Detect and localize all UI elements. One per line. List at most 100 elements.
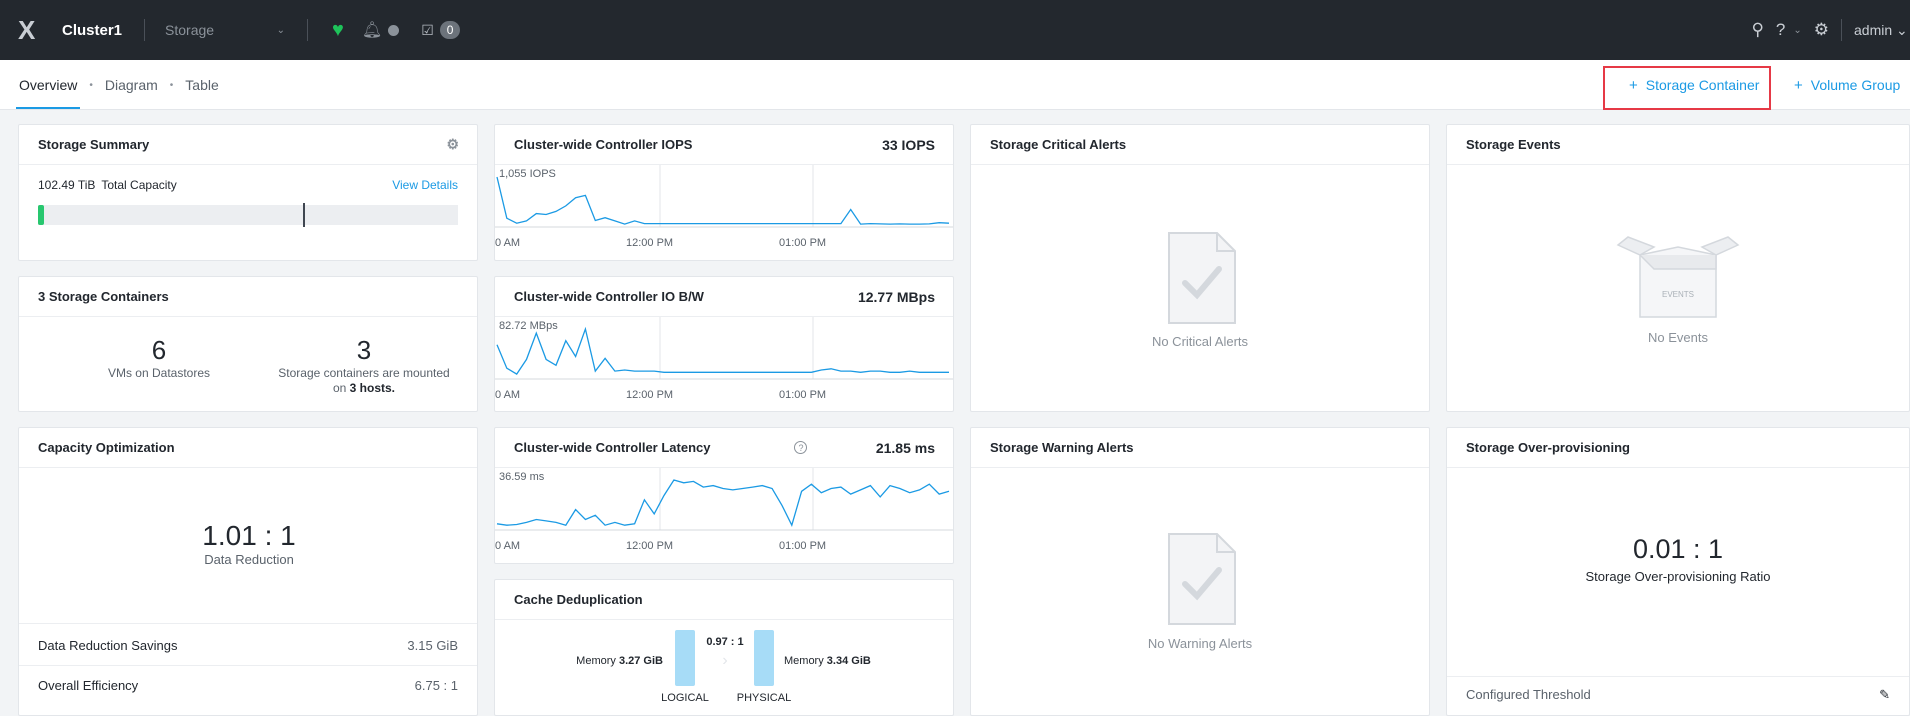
warning-alerts-card: Storage Warning Alerts No Warning Alerts — [970, 427, 1430, 716]
data-reduction-ratio: 1.01 : 1 — [202, 520, 296, 551]
critical-alerts-card: Storage Critical Alerts No Critical Aler… — [970, 124, 1430, 412]
empty-events-box-icon — [1616, 236, 1740, 318]
physical-bar — [754, 630, 774, 686]
storage-events-card: Storage Events EVENTS No Events — [1446, 124, 1910, 412]
card-header: Cache Deduplication — [495, 580, 953, 620]
card-header: Capacity Optimization — [19, 428, 477, 468]
mounted-on-label: on — [332, 381, 347, 395]
bandwidth-line-chart[interactable]: 82.72 MBps 0 AM 12:00 PM 01:00 PM — [495, 317, 953, 412]
logical-memory: Memory 3.27 GiB — [573, 655, 663, 667]
logical-bar — [675, 630, 695, 686]
chart-tick-label: 0 AM — [495, 237, 520, 249]
empty-state-text: No Critical Alerts — [1151, 334, 1249, 349]
physical-label: PHYSICAL — [736, 692, 792, 704]
iops-line-chart[interactable]: 1,055 IOPS 0 AM 12:00 PM 01:00 PM — [495, 165, 953, 261]
divider — [307, 19, 309, 41]
physical-memory-value: 3.34 GiB — [826, 655, 871, 667]
latency-line-chart[interactable]: 36.59 ms 0 AM 12:00 PM 01:00 PM — [495, 468, 953, 564]
logical-label: LOGICAL — [661, 692, 709, 704]
gear-icon[interactable]: ⚙ — [446, 136, 459, 152]
mounted-hosts-line: on 3 hosts. — [264, 381, 464, 396]
over-provisioning-card: Storage Over-provisioning 0.01 : 1 Stora… — [1446, 427, 1910, 716]
plus-icon: + — [1629, 76, 1638, 94]
help-icon[interactable]: ? — [794, 441, 808, 454]
tab-diagram[interactable]: Diagram — [104, 77, 158, 93]
empty-state-text: No Warning Alerts — [1147, 636, 1253, 651]
data-reduction-savings-row: Data Reduction Savings 3.15 GiB — [38, 638, 458, 653]
cache-deduplication-card: Cache Deduplication Memory 3.27 GiB LOGI… — [494, 579, 954, 716]
physical-memory-label: Memory — [784, 655, 824, 667]
cluster-name[interactable]: Cluster1 — [62, 21, 123, 39]
gear-icon[interactable]: ⚙ — [1813, 20, 1829, 39]
over-provisioning-ratio: 0.01 : 1 — [1632, 534, 1724, 564]
current-bandwidth: 12.77 MBps — [857, 288, 935, 305]
health-heart-icon[interactable]: ♥ — [332, 18, 344, 41]
data-reduction-label: Data Reduction — [204, 552, 294, 567]
task-count-badge[interactable]: 0 — [439, 21, 461, 39]
add-storage-container-button[interactable]: + Storage Container — [1629, 60, 1759, 110]
card-header: 3 Storage Containers — [19, 277, 477, 317]
highlight-annotation-box — [1603, 66, 1771, 110]
over-provisioning-label: Storage Over-provisioning Ratio — [1585, 569, 1771, 584]
help-icon[interactable]: ? — [1775, 20, 1786, 39]
divider — [19, 665, 477, 666]
plus-icon: + — [1794, 76, 1803, 94]
card-title[interactable]: Storage Warning Alerts — [990, 440, 1134, 455]
card-header: Cluster-wide Controller IOPS 33 IOPS — [495, 125, 953, 165]
logical-memory-value: 3.27 GiB — [618, 655, 663, 667]
top-bar: X Cluster1 Storage ⌄ ♥ 🔔︎ ☑ 0 ⚲ ? ⌄ ⚙ ad… — [0, 0, 1910, 60]
capacity-bar — [38, 203, 458, 227]
controller-latency-card: Cluster-wide Controller Latency ? 21.85 … — [494, 427, 954, 564]
chart-series-line[interactable] — [496, 176, 950, 225]
chart-peak-label: 1,055 IOPS — [499, 168, 556, 180]
tab-separator: • — [89, 79, 93, 91]
chart-peak-label: 36.59 ms — [499, 471, 545, 483]
add-volume-group-button[interactable]: + Volume Group — [1794, 60, 1900, 110]
tasks-clipboard-icon[interactable]: ☑ — [421, 21, 434, 38]
overall-efficiency-row: Overall Efficiency 6.75 : 1 — [38, 678, 458, 693]
chevron-down-icon[interactable]: ⌄ — [1793, 24, 1802, 36]
alerts-bell-icon[interactable]: 🔔︎ — [361, 22, 383, 39]
vms-count: 6 — [151, 335, 167, 365]
chart-tick-label: 0 AM — [495, 389, 520, 401]
user-menu[interactable]: admin ⌄ — [1854, 21, 1908, 38]
configured-threshold-row: Configured Threshold ✎ — [1466, 687, 1890, 703]
add-volume-group-label: Volume Group — [1810, 77, 1901, 93]
tab-overview[interactable]: Overview — [15, 77, 81, 109]
view-details-link[interactable]: View Details — [392, 178, 458, 192]
row-value: 6.75 : 1 — [414, 678, 458, 693]
configured-threshold-label: Configured Threshold — [1466, 687, 1591, 702]
nutanix-logo-icon[interactable]: X — [18, 14, 36, 45]
chart-tick-label: 01:00 PM — [779, 237, 826, 249]
card-header: Cluster-wide Controller Latency ? 21.85 … — [495, 428, 953, 468]
search-icon[interactable]: ⚲ — [1751, 20, 1764, 39]
card-title[interactable]: 3 Storage Containers — [38, 289, 169, 304]
alert-status-dot[interactable] — [388, 24, 400, 36]
tab-table[interactable]: Table — [185, 77, 219, 93]
row-label: Overall Efficiency — [38, 678, 139, 693]
chart-series-line[interactable] — [496, 479, 950, 527]
chart-tick-label: 0 AM — [495, 540, 520, 552]
empty-document-icon — [1168, 232, 1236, 324]
card-title[interactable]: Storage Critical Alerts — [990, 137, 1127, 152]
chevron-down-icon: ⌄ — [276, 25, 286, 36]
capacity-optimization-card: Capacity Optimization 1.01 : 1 Data Redu… — [18, 427, 478, 716]
controller-iops-card: Cluster-wide Controller IOPS 33 IOPS 1,0… — [494, 124, 954, 261]
chart-tick-label: 12:00 PM — [626, 540, 673, 552]
card-title: Storage Summary — [38, 137, 150, 152]
add-storage-container-label: Storage Container — [1645, 77, 1760, 93]
current-latency: 21.85 ms — [875, 439, 935, 456]
edit-pencil-icon[interactable]: ✎ — [1879, 687, 1890, 702]
divider — [1447, 676, 1909, 677]
card-header: Storage Warning Alerts — [971, 428, 1429, 468]
capacity-used-fill — [38, 205, 45, 225]
view-tabs: Overview • Diagram • Table — [15, 60, 219, 110]
vms-label: VMs on Datastores — [107, 366, 211, 380]
card-title: Cluster-wide Controller IO B/W — [514, 289, 704, 304]
events-box-label: EVENTS — [1661, 290, 1694, 299]
module-selector[interactable]: Storage ⌄ — [165, 22, 285, 38]
vms-stat: 6 VMs on Datastores — [79, 335, 239, 381]
card-title[interactable]: Storage Events — [1466, 137, 1561, 152]
chart-series-line[interactable] — [496, 326, 949, 375]
mounted-label: Storage containers are mounted — [278, 366, 450, 380]
